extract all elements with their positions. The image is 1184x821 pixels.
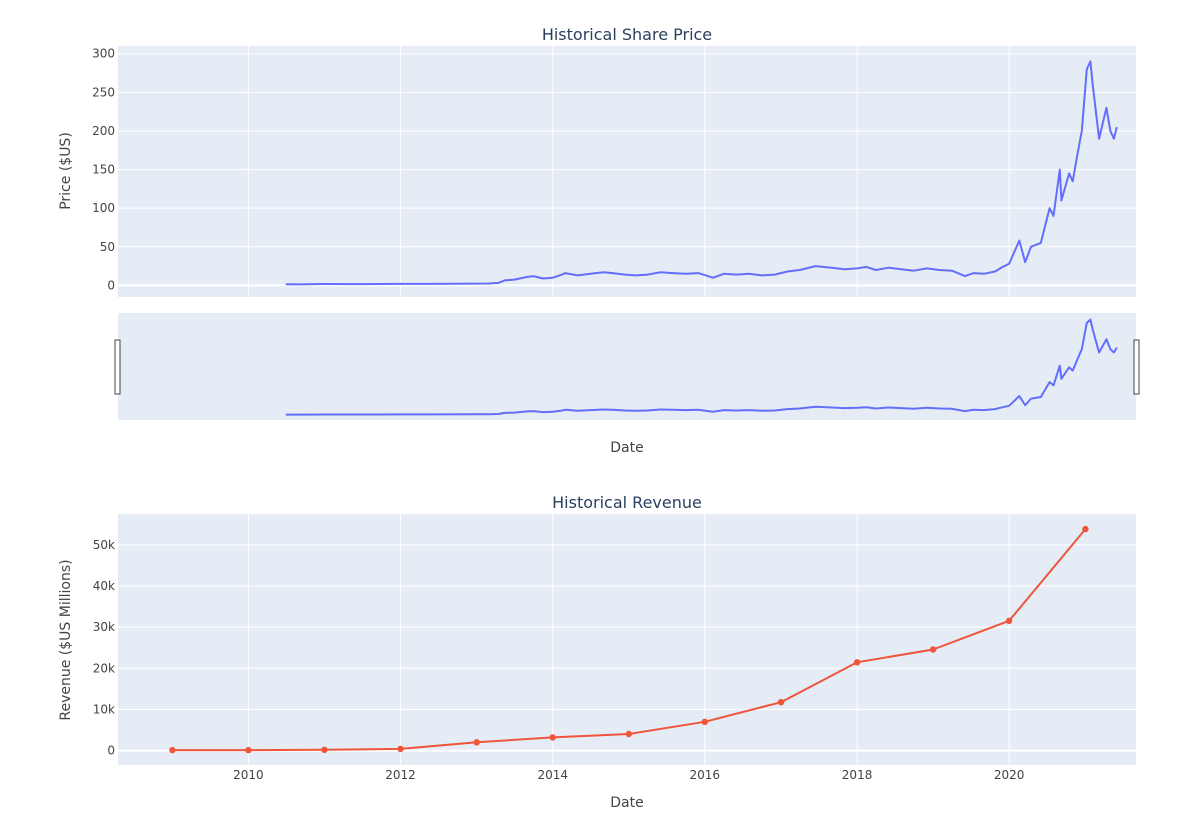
- price-y-tick-label: 150: [92, 163, 115, 177]
- price-x-axis-title: Date: [610, 440, 643, 456]
- range-slider-right-handle[interactable]: [1133, 339, 1140, 395]
- revenue-chart-title: Historical Revenue: [552, 493, 702, 512]
- revenue-plot-area: [118, 514, 1136, 765]
- revenue-x-tick-label: 2010: [233, 768, 264, 782]
- price-series-line: [285, 60, 1118, 286]
- revenue-point: [245, 746, 252, 754]
- price-plot-area: [118, 46, 1136, 297]
- revenue-x-tick-label: 2016: [690, 768, 721, 782]
- revenue-y-ticks: 0 10k 20k 30k 40k 50k: [93, 538, 115, 758]
- price-y-tick-label: 300: [92, 47, 115, 61]
- revenue-y-tick-label: 40k: [93, 579, 115, 593]
- revenue-y-axis-title: Revenue ($US Millions): [58, 559, 74, 720]
- revenue-x-tick-label: 2014: [537, 768, 568, 782]
- price-gridlines: [118, 46, 1136, 297]
- price-y-axis-title: Price ($US): [58, 132, 74, 210]
- price-y-tick-label: 0: [107, 278, 115, 292]
- revenue-y-tick-label: 20k: [93, 661, 115, 675]
- revenue-point: [929, 646, 937, 653]
- revenue-y-tick-label: 50k: [93, 538, 115, 552]
- revenue-y-tick-label: 30k: [93, 620, 115, 634]
- price-y-tick-label: 100: [92, 201, 115, 215]
- revenue-x-tick-label: 2012: [385, 768, 416, 782]
- revenue-markers: [169, 525, 1089, 754]
- price-y-tick-label: 250: [92, 85, 115, 99]
- revenue-point: [169, 746, 176, 754]
- revenue-x-tick-label: 2020: [994, 768, 1025, 782]
- range-slider[interactable]: [118, 313, 1136, 420]
- revenue-point: [397, 745, 404, 753]
- revenue-point: [1082, 525, 1089, 533]
- price-y-tick-label: 50: [100, 240, 115, 254]
- range-slider-series-line: [285, 318, 1118, 416]
- revenue-y-tick-label: 0: [107, 744, 115, 758]
- range-slider-left-handle[interactable]: [114, 339, 121, 395]
- revenue-x-axis-title: Date: [610, 795, 643, 811]
- revenue-point: [625, 730, 632, 738]
- revenue-point: [321, 746, 328, 753]
- revenue-point: [549, 734, 556, 741]
- revenue-point: [1005, 617, 1013, 624]
- price-chart-title: Historical Share Price: [542, 25, 712, 44]
- revenue-x-ticks: 2010 2012 2014 2016 2018 2020: [233, 768, 1024, 782]
- price-y-tick-label: 200: [92, 124, 115, 138]
- revenue-point: [777, 699, 785, 706]
- revenue-point: [701, 718, 708, 725]
- revenue-x-tick-label: 2018: [842, 768, 873, 782]
- price-y-ticks: 0 50 100 150 200 250 300: [92, 47, 115, 293]
- revenue-point: [853, 659, 861, 666]
- revenue-y-tick-label: 10k: [93, 702, 115, 716]
- revenue-point: [473, 739, 480, 746]
